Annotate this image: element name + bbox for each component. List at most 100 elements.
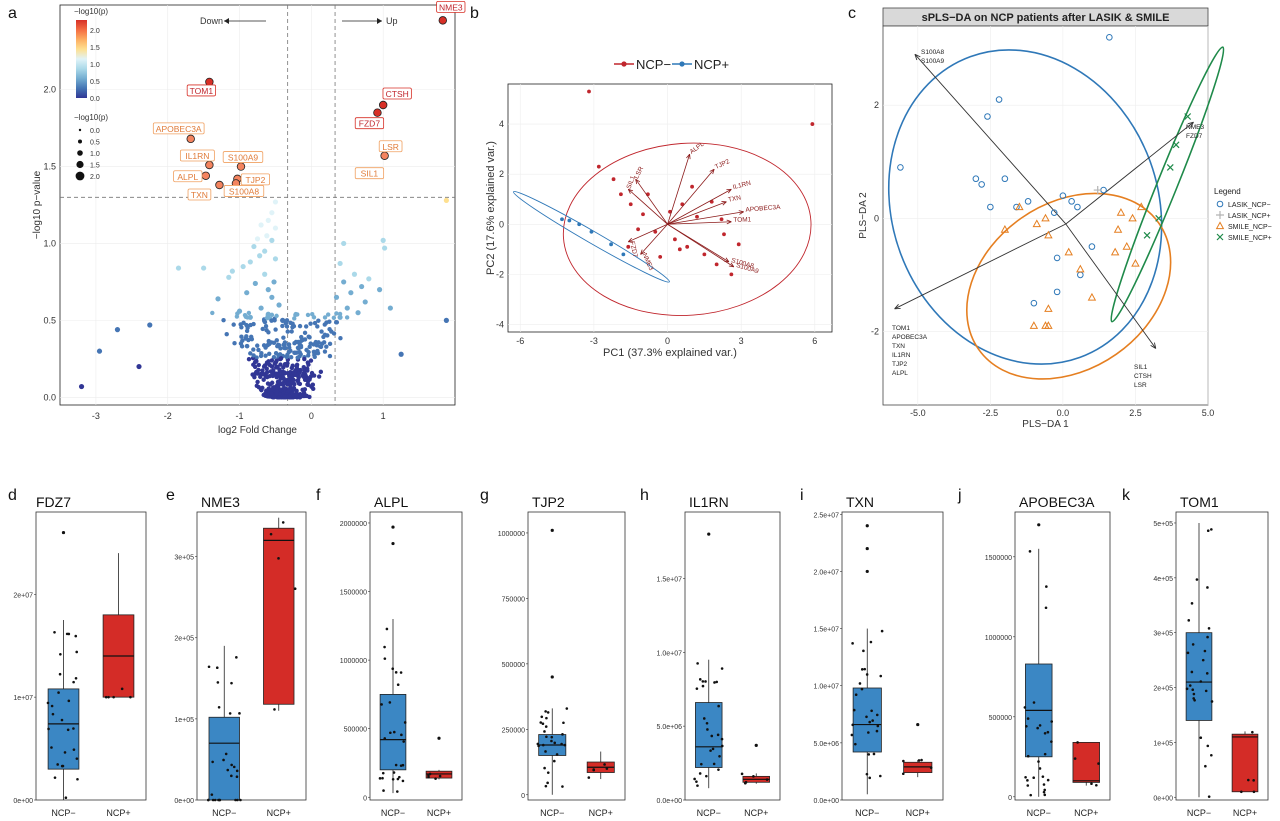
boxplot-sample-dot [400,733,403,737]
boxplot-sample-dot [700,762,703,766]
boxplot-outlier [707,532,711,536]
boxplot-sample-dot [695,687,699,690]
volcano-gene-point [294,362,300,367]
volcano-gene-point [274,338,279,343]
splsda-sample-point [1024,198,1032,205]
pca-y-tick-label: -4 [496,319,504,329]
boxplot-sample-dot [427,775,430,779]
boxplot-sample-dot [385,627,389,631]
pca-sample-point [626,244,631,249]
splsda-sample-point [1074,203,1081,211]
volcano-y-tick-label: 0.5 [43,315,56,325]
boxplot-sample-dot [72,727,75,730]
volcano-gene-point [277,367,282,372]
pca-loading-label: FZD7 [628,241,638,259]
pca-legend-label: NCP+ [694,57,729,72]
pca-x-tick-label: -6 [516,336,524,346]
boxplot-y-tick-label-i: 5.0e+06 [814,741,840,748]
boxplot-outlier [391,525,395,529]
volcano-labeled-gene-point [201,171,210,180]
volcano-gene-point [311,315,317,320]
pca-sample-point [719,217,724,222]
volcano-gene-point [286,349,292,355]
splsda-x-axis-label: PLS−DA 1 [1022,419,1069,430]
boxplot-sample-dot [854,742,857,746]
pca-sample-point [702,252,707,257]
volcano-gene-point [272,256,279,262]
volcano-gene-point [362,299,368,305]
boxplot-x-tick-label-d: NCP+ [106,808,130,818]
boxplot-sample-dot [704,680,707,683]
boxplot-sample-dot [715,680,719,684]
volcano-gene-point [262,363,268,368]
volcano-gene-point [315,348,320,354]
boxplot-sample-dot [381,776,384,780]
boxplot-sample-dot [560,742,563,746]
volcano-gene-point [282,340,288,345]
volcano-gene-point [321,334,326,340]
volcano-gene-point [272,199,279,205]
boxplot-sample-dot [1210,753,1213,757]
splsda-sample-point [1088,243,1096,250]
volcano-gene-point [249,336,255,342]
volcano-gene-point [276,302,282,308]
boxplot-sample-dot [870,709,873,713]
splsda-sample-point [897,164,904,171]
boxplot-outlier [865,524,869,528]
boxplot-sample-dot [207,665,211,669]
boxplot-sample-dot [1199,680,1203,683]
splsda-title: sPLS−DA on NCP patients after LASIK & SM… [922,12,1170,24]
volcano-gene-point [244,343,250,349]
boxplot-box [208,716,240,801]
boxplot-y-tick-label-e: 1e+05 [174,717,194,724]
volcano-gene-label: NME3 [439,2,463,12]
splsda-sample-point [1116,208,1126,216]
volcano-gene-point [258,387,264,392]
splsda-ellipse-smile-neg [966,192,1172,380]
boxplot-sample-dot [880,629,884,633]
boxplot-sample-dot [752,775,755,778]
boxplot-sample-dot [230,763,233,767]
boxplot-sample-dot [744,780,748,784]
volcano-x-tick-label: 1 [381,411,386,421]
volcano-gene-point [264,328,269,333]
splsda-sample-point [1041,213,1050,222]
volcano-gene-point [312,351,317,356]
pca-loading-arrow [640,224,668,255]
boxplot-sample-dot [64,796,68,800]
volcano-gene-label-box [152,122,205,135]
boxplot-title-g: TJP2 [532,494,565,510]
splsda-x-tick-label: 5.0 [1202,408,1215,418]
volcano-gene-label: ALPL [177,172,198,182]
boxplot-outlier [865,546,869,551]
boxplot-sample-dot [544,784,548,788]
boxplot-sample-dot [1186,651,1190,655]
splsda-loading-label: IL1RN [892,352,911,359]
pca-x-tick-label: 0 [665,336,670,346]
splsda-y-tick-label: -2 [871,326,879,336]
splsda-x-tick-label: 2.5 [1129,408,1142,418]
volcano-gene-point [247,259,253,265]
boxplot-sample-dot [72,748,76,751]
boxplot-sample-dot [561,733,564,736]
boxplot-sample-dot [1247,778,1250,782]
pca-loading-arrow-head [726,188,732,194]
volcano-gene-point [258,222,264,228]
volcano-colorbar-tick-label: 1.0 [90,62,100,69]
splsda-sample-point [1001,175,1009,183]
boxplot-sample-dot [561,785,564,788]
boxplot-sample-dot [862,649,865,653]
boxplot-sample-dot [382,789,385,792]
boxplot-sample-dot [67,699,71,703]
splsda-x-tick-label: 0.0 [1057,408,1070,418]
volcano-gene-point [311,386,316,392]
volcano-gene-point [246,357,252,362]
boxplot-sample-dot [234,798,237,802]
boxplot-sample-dot [1199,736,1203,740]
volcano-gene-point [348,290,354,296]
volcano-gene-point [344,315,350,320]
boxplot-sample-dot [562,721,565,725]
splsda-sample-point [1155,214,1163,222]
boxplot-sample-dot [1038,767,1042,770]
volcano-size-legend-label: 0.0 [90,128,100,135]
